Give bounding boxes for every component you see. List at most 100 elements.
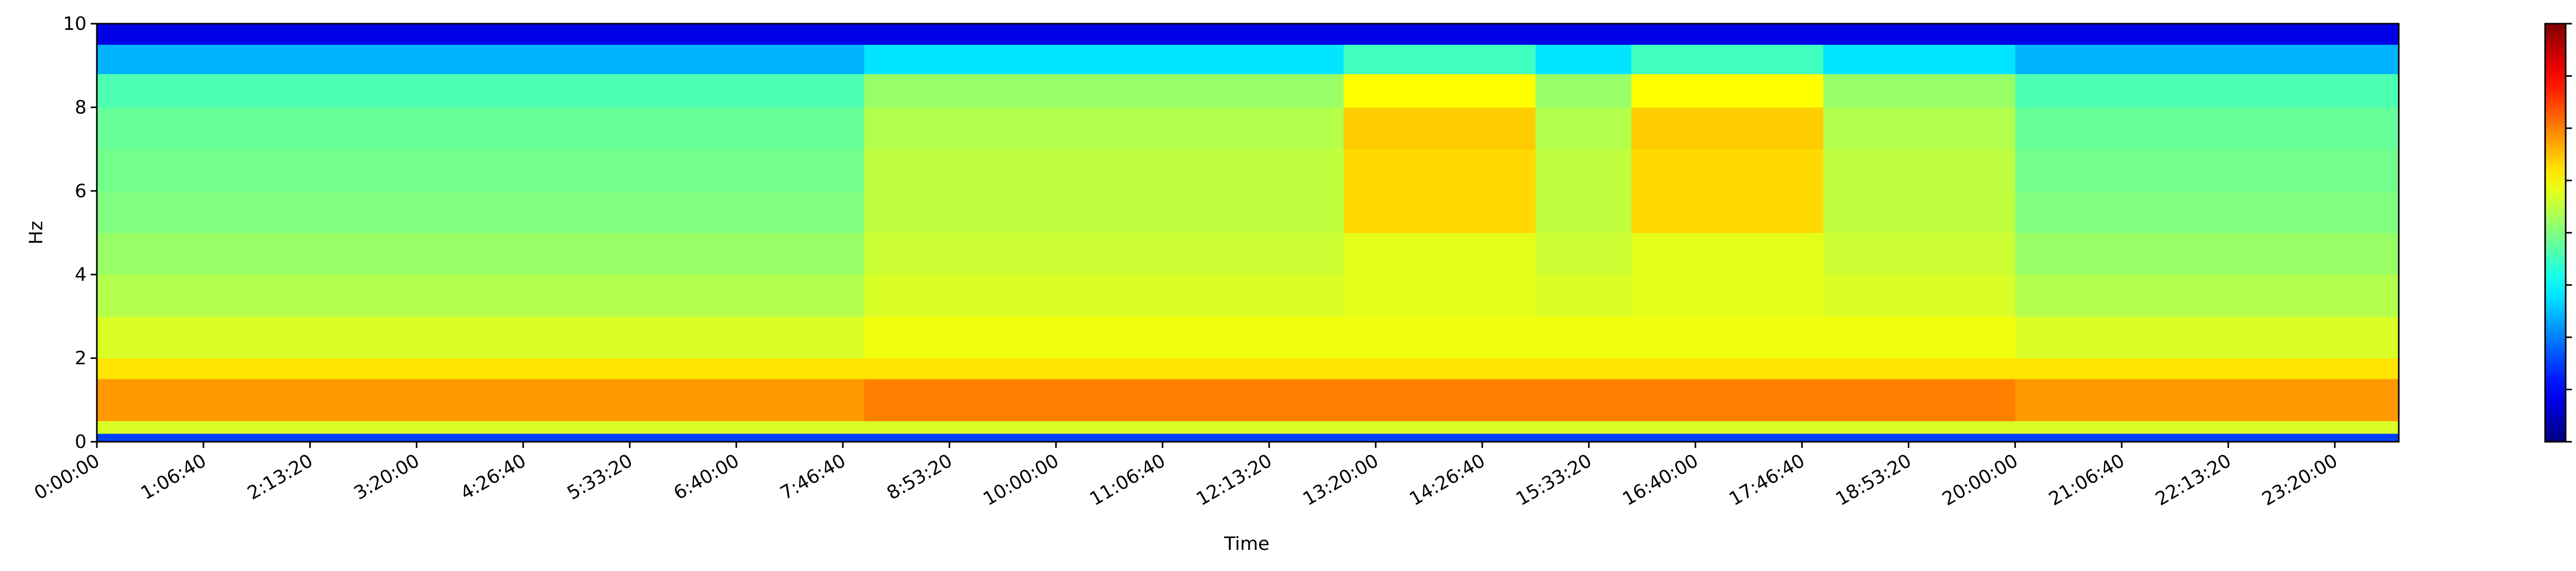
x-tick-label: 4:26:40 xyxy=(457,450,530,504)
spectrogram-cell xyxy=(768,421,865,434)
spectrogram-cell xyxy=(1439,74,1536,108)
spectrogram-cell xyxy=(1056,379,1153,421)
spectrogram-cell xyxy=(1151,74,1248,108)
spectrogram-cell xyxy=(2111,379,2208,421)
x-tick-label: 12:13:20 xyxy=(1193,450,1276,510)
spectrogram-cell xyxy=(576,421,673,434)
x-tick-label: 20:00:00 xyxy=(1939,450,2022,510)
spectrogram-cell xyxy=(1535,274,1632,317)
spectrogram-cell xyxy=(864,316,960,359)
spectrogram-cell xyxy=(480,379,577,421)
spectrogram-cell xyxy=(1631,107,1728,150)
spectrogram-cell xyxy=(1631,44,1728,74)
spectrogram-cell xyxy=(768,149,865,192)
y-tick-label: 4 xyxy=(75,264,87,285)
spectrogram-cell xyxy=(1727,149,1824,192)
spectrogram-cell xyxy=(480,316,577,359)
spectrogram-cell xyxy=(384,24,481,45)
spectrogram-cell xyxy=(576,316,673,359)
spectrogram-cell xyxy=(1344,379,1440,421)
spectrogram-cell xyxy=(1727,433,1824,442)
spectrogram-cell xyxy=(97,107,193,150)
spectrogram-cell xyxy=(1727,358,1824,379)
spectrogram-cell xyxy=(1344,74,1440,108)
spectrogram-cell xyxy=(1439,274,1536,317)
spectrogram-cell xyxy=(2015,74,2111,108)
spectrogram-cell xyxy=(1631,233,1728,275)
spectrogram-cell xyxy=(2207,24,2303,45)
spectrogram-cell xyxy=(1344,44,1440,74)
spectrogram-cell xyxy=(2111,191,2208,233)
spectrogram-cell xyxy=(1439,44,1536,74)
spectrogram-cell xyxy=(1727,191,1824,233)
spectrogram-cell xyxy=(1823,107,1920,150)
spectrogram-cell xyxy=(1631,433,1728,442)
x-tick-label: 11:06:40 xyxy=(1086,450,1169,510)
spectrogram-cell xyxy=(960,274,1057,317)
spectrogram-cell xyxy=(1919,149,2015,192)
spectrogram-cell xyxy=(768,358,865,379)
x-tick-label: 7:46:40 xyxy=(777,450,850,504)
spectrogram-cell xyxy=(672,24,769,45)
spectrogram-cell xyxy=(480,421,577,434)
spectrogram-cell xyxy=(1631,149,1728,192)
spectrogram-cell xyxy=(1151,421,1248,434)
spectrogram-cell xyxy=(97,316,193,359)
spectrogram-cell xyxy=(768,379,865,421)
spectrogram-cell xyxy=(97,191,193,233)
spectrogram-cell xyxy=(1919,358,2015,379)
spectrogram-cell xyxy=(1344,149,1440,192)
spectrogram-cell xyxy=(1727,107,1824,150)
spectrogram-cell xyxy=(1535,379,1632,421)
spectrogram-cell xyxy=(1248,233,1344,275)
spectrogram-cell xyxy=(1631,421,1728,434)
spectrogram-cell xyxy=(768,433,865,442)
spectrogram-cell xyxy=(1056,358,1153,379)
spectrogram-cell xyxy=(2015,107,2111,150)
spectrogram-cell xyxy=(1823,191,1920,233)
spectrogram-cell xyxy=(864,74,960,108)
spectrogram-cell xyxy=(1823,421,1920,434)
spectrogram-cell xyxy=(960,421,1057,434)
y-axis-label: Hz xyxy=(26,221,47,245)
spectrogram-cell xyxy=(384,149,481,192)
spectrogram-cell xyxy=(384,274,481,317)
spectrogram-cell xyxy=(672,191,769,233)
spectrogram-cell xyxy=(576,44,673,74)
spectrogram-cell xyxy=(1919,107,2015,150)
spectrogram-cell xyxy=(2207,191,2303,233)
spectrogram-cell xyxy=(672,149,769,192)
spectrogram-cell xyxy=(1631,191,1728,233)
spectrogram-cell xyxy=(1439,149,1536,192)
spectrogram-cell xyxy=(1151,107,1248,150)
spectrogram-cell xyxy=(1056,74,1153,108)
spectrogram-cell xyxy=(193,107,289,150)
spectrogram-cell xyxy=(1248,24,1344,45)
spectrogram-cell xyxy=(193,433,289,442)
spectrogram-cell xyxy=(480,233,577,275)
spectrogram-cell xyxy=(1919,421,2015,434)
spectrogram-cell xyxy=(1439,107,1536,150)
spectrogram-cell xyxy=(2302,233,2399,275)
spectrogram-cell xyxy=(768,24,865,45)
spectrogram-cell xyxy=(2015,433,2111,442)
spectrogram-cell xyxy=(1439,316,1536,359)
spectrogram-cell xyxy=(384,233,481,275)
spectrogram-cell xyxy=(1727,233,1824,275)
spectrogram-cell xyxy=(1439,191,1536,233)
spectrogram-cell xyxy=(2207,233,2303,275)
x-tick-label: 21:06:40 xyxy=(2045,450,2128,510)
spectrogram-cell xyxy=(289,44,385,74)
spectrogram-cell xyxy=(1823,316,1920,359)
spectrogram-cell xyxy=(1823,149,1920,192)
spectrogram-cell xyxy=(672,274,769,317)
spectrogram-cell xyxy=(864,379,960,421)
spectrogram-cell xyxy=(193,274,289,317)
spectrogram-cell xyxy=(193,149,289,192)
plot-frame xyxy=(96,23,2400,443)
spectrogram-cell xyxy=(2015,274,2111,317)
spectrogram-cell xyxy=(1344,433,1440,442)
spectrogram-cell xyxy=(1727,379,1824,421)
spectrogram-cell xyxy=(1727,74,1824,108)
spectrogram-cell xyxy=(960,149,1057,192)
